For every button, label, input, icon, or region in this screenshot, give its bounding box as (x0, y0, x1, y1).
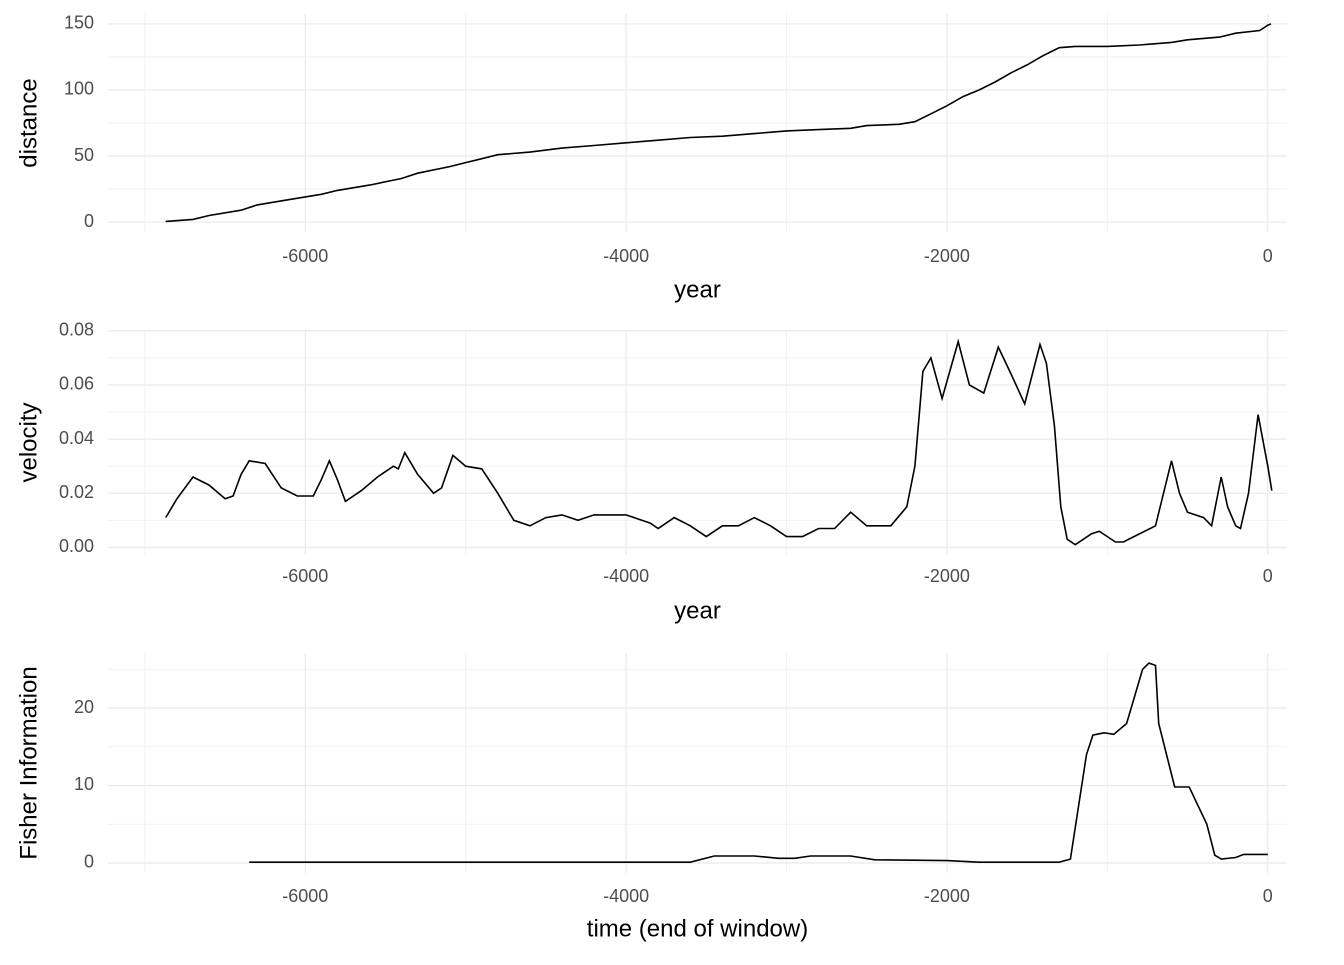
data-line (165, 338, 1273, 546)
x-tick-label: -2000 (924, 886, 970, 906)
x-tick-label: -4000 (603, 886, 649, 906)
y-tick-label: 50 (74, 145, 94, 165)
y-tick-label: 100 (64, 79, 94, 99)
x-tick-label: -2000 (924, 566, 970, 586)
y-tick-label: 20 (74, 697, 94, 717)
y-tick-label: 0.00 (59, 536, 94, 556)
x-tick-label: 0 (1263, 886, 1273, 906)
x-tick-label: -4000 (603, 566, 649, 586)
y-axis-title: velocity (15, 402, 42, 482)
y-tick-label: 0.06 (59, 374, 94, 394)
x-tick-label: -2000 (924, 246, 970, 266)
x-tick-label: -6000 (282, 566, 328, 586)
y-tick-label: 0.08 (59, 320, 94, 340)
x-axis-title: year (674, 276, 721, 303)
y-tick-label: 0.04 (59, 428, 94, 448)
x-axis-title: time (end of window) (587, 915, 808, 942)
y-axis-title: distance (15, 78, 42, 167)
y-tick-label: 0 (84, 852, 94, 872)
data-line (249, 662, 1268, 864)
x-tick-label: 0 (1263, 566, 1273, 586)
x-axis-title: year (674, 597, 721, 624)
data-line (165, 23, 1272, 223)
y-tick-label: 10 (74, 774, 94, 794)
y-tick-label: 0.02 (59, 482, 94, 502)
x-tick-label: -6000 (282, 886, 328, 906)
y-tick-label: 0 (84, 211, 94, 231)
y-tick-label: 150 (64, 13, 94, 33)
y-axis-title: Fisher Information (15, 666, 42, 859)
x-tick-label: 0 (1263, 246, 1273, 266)
x-tick-label: -4000 (603, 246, 649, 266)
x-tick-label: -6000 (282, 246, 328, 266)
